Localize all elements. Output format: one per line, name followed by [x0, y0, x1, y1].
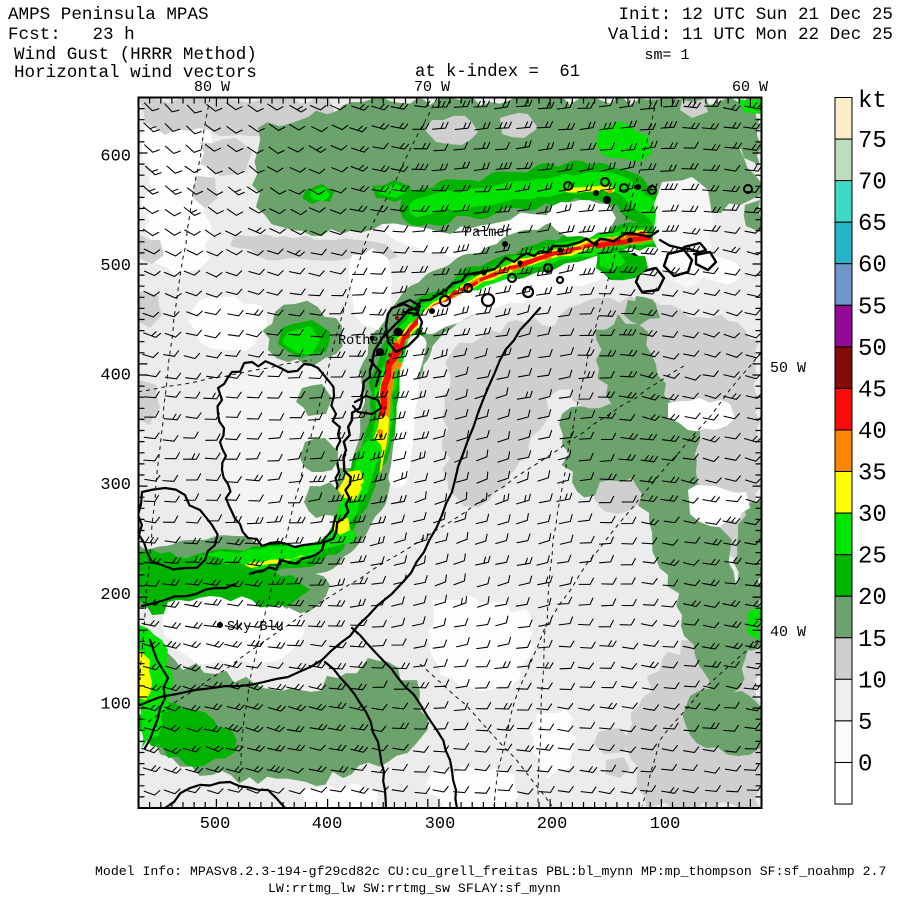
svg-text:75: 75: [858, 128, 887, 155]
svg-text:15: 15: [858, 627, 887, 654]
svg-text:25: 25: [858, 544, 887, 571]
svg-text:0: 0: [858, 752, 872, 779]
svg-text:LW:rrtmg_lw SW:rrtmg_sw SFLAY:: LW:rrtmg_lw SW:rrtmg_sw SFLAY:sf_mynn: [268, 881, 561, 896]
svg-text:Horizontal wind vectors: Horizontal wind vectors: [14, 63, 257, 83]
svg-text:Valid: 11 UTC Mon 22 Dec 25: Valid: 11 UTC Mon 22 Dec 25: [608, 25, 893, 45]
svg-text:Model Info: MPASv8.2.3-194-gf2: Model Info: MPASv8.2.3-194-gf29cd82c CU:…: [95, 864, 886, 879]
svg-text:55: 55: [858, 294, 887, 321]
svg-text:60 W: 60 W: [732, 79, 768, 96]
svg-text:Fcst: 23 h: Fcst: 23 h: [8, 25, 135, 45]
svg-text:at k-index = 61: at k-index = 61: [415, 63, 580, 82]
svg-text:80 W: 80 W: [194, 79, 230, 96]
svg-text:100: 100: [650, 815, 681, 834]
svg-text:sm= 1: sm= 1: [644, 47, 689, 64]
svg-text:60: 60: [858, 253, 887, 280]
svg-text:500: 500: [200, 815, 231, 834]
svg-text:Palmer: Palmer: [464, 226, 513, 241]
svg-text:kt: kt: [858, 88, 887, 115]
svg-text:Wind Gust (HRRR Method): Wind Gust (HRRR Method): [14, 45, 257, 65]
svg-text:40: 40: [858, 419, 887, 446]
svg-text:Rothera: Rothera: [338, 334, 395, 349]
svg-text:20: 20: [858, 585, 887, 612]
svg-text:70: 70: [858, 170, 887, 197]
svg-text:5: 5: [858, 710, 872, 737]
svg-text:400: 400: [312, 815, 343, 834]
svg-text:300: 300: [100, 476, 131, 495]
svg-text:50: 50: [858, 336, 887, 363]
svg-text:Init: 12 UTC Sun 21 Dec 25: Init: 12 UTC Sun 21 Dec 25: [618, 5, 893, 25]
svg-text:30: 30: [858, 502, 887, 529]
svg-text:200: 200: [537, 815, 568, 834]
svg-text:50 W: 50 W: [770, 360, 806, 377]
svg-text:600: 600: [100, 148, 131, 167]
svg-text:500: 500: [100, 257, 131, 276]
svg-text:65: 65: [858, 211, 887, 238]
svg-text:300: 300: [425, 815, 456, 834]
svg-text:35: 35: [858, 461, 887, 488]
svg-text:45: 45: [858, 377, 887, 404]
svg-text:70 W: 70 W: [414, 79, 450, 96]
svg-text:10: 10: [858, 668, 887, 695]
svg-text:400: 400: [100, 367, 131, 386]
svg-text:40 W: 40 W: [770, 624, 806, 641]
svg-text:100: 100: [100, 695, 131, 714]
svg-text:200: 200: [100, 586, 131, 605]
svg-text:AMPS Peninsula MPAS: AMPS Peninsula MPAS: [8, 5, 209, 25]
svg-text:Sky Blu: Sky Blu: [227, 620, 284, 635]
